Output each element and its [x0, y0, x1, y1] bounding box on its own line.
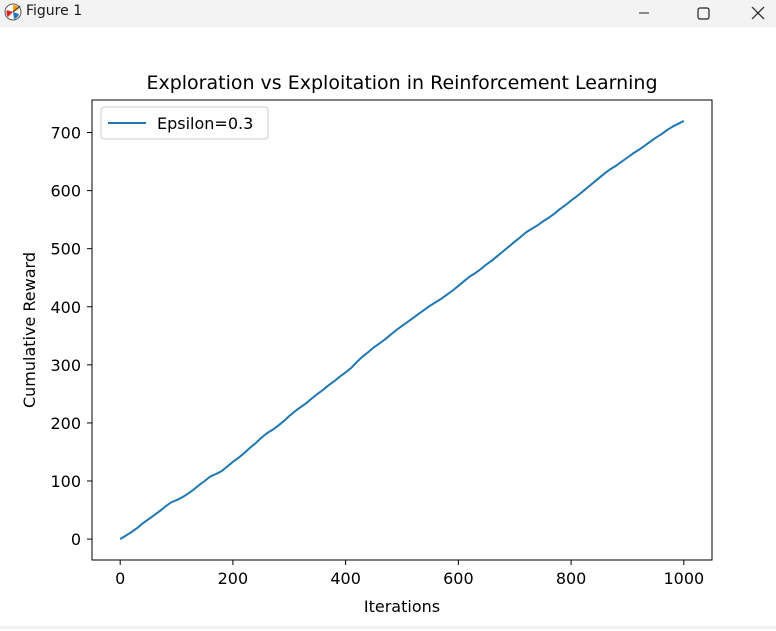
maximize-icon	[696, 6, 710, 20]
y-tick-label: 200	[50, 414, 81, 433]
legend: Epsilon=0.3	[100, 106, 269, 140]
y-tick-label: 0	[71, 530, 81, 549]
x-tick-label: 0	[115, 569, 125, 588]
close-button[interactable]	[739, 0, 776, 26]
legend-label: Epsilon=0.3	[157, 114, 253, 133]
legend-box	[100, 106, 269, 140]
y-tick-label: 400	[50, 298, 81, 317]
minimize-icon	[639, 12, 649, 14]
y-tick-label: 600	[50, 182, 81, 201]
close-icon	[751, 6, 764, 20]
window-title: Figure 1	[26, 3, 83, 19]
matplotlib-figure-icon	[4, 3, 22, 21]
y-tick-label: 300	[50, 356, 81, 375]
x-tick-label: 1000	[663, 569, 704, 588]
x-tick-label: 200	[218, 569, 249, 588]
x-tick-label: 800	[556, 569, 587, 588]
figure-canvas: Exploration vs Exploitation in Reinforce…	[0, 27, 776, 627]
x-axis-label: Iterations	[364, 597, 440, 616]
y-axis-label: Cumulative Reward	[20, 252, 39, 408]
window-bottom-edge	[0, 626, 776, 629]
minimize-button[interactable]	[621, 0, 667, 26]
x-tick-label: 600	[443, 569, 474, 588]
series-line-0	[119, 120, 685, 540]
y-tick-label: 500	[50, 240, 81, 259]
maximize-button[interactable]	[680, 0, 726, 26]
window-titlebar: Figure 1	[0, 0, 776, 27]
chart-title: Exploration vs Exploitation in Reinforce…	[146, 72, 657, 94]
plot-frame	[91, 99, 713, 561]
y-tick-label: 100	[50, 472, 81, 491]
line-chart: Exploration vs Exploitation in Reinforce…	[20, 72, 713, 616]
x-tick-label: 400	[330, 569, 361, 588]
y-tick-label: 700	[50, 124, 81, 143]
